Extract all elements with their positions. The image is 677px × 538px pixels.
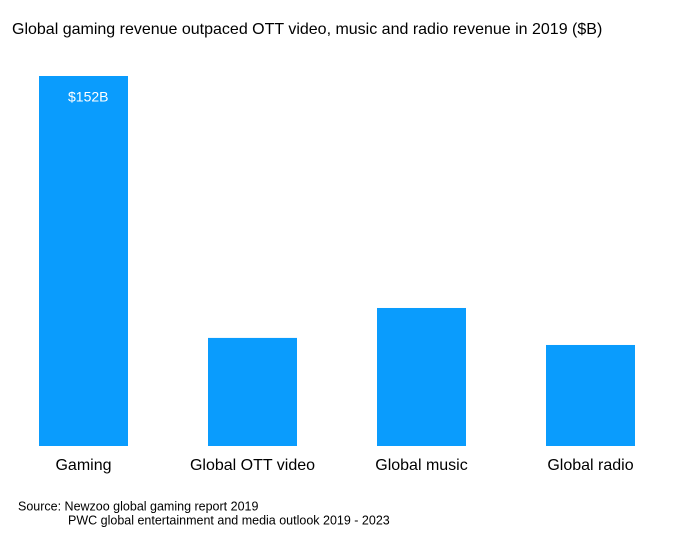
x-tick-label: Global OTT video: [190, 457, 315, 474]
source-line: Source: Newzoo global gaming report 2019: [18, 499, 258, 513]
bar: [39, 76, 128, 446]
x-tick-label: Gaming: [55, 457, 111, 474]
x-tick-label: Global radio: [547, 457, 633, 474]
bar: [377, 307, 466, 446]
source-line: PWC global entertainment and media outlo…: [68, 513, 390, 527]
chart-title: Global gaming revenue outpaced OTT video…: [12, 21, 602, 38]
value-label: $152B: [68, 89, 108, 105]
bar: [546, 344, 635, 446]
bar: [208, 337, 297, 446]
x-tick-label: Global music: [375, 457, 467, 474]
